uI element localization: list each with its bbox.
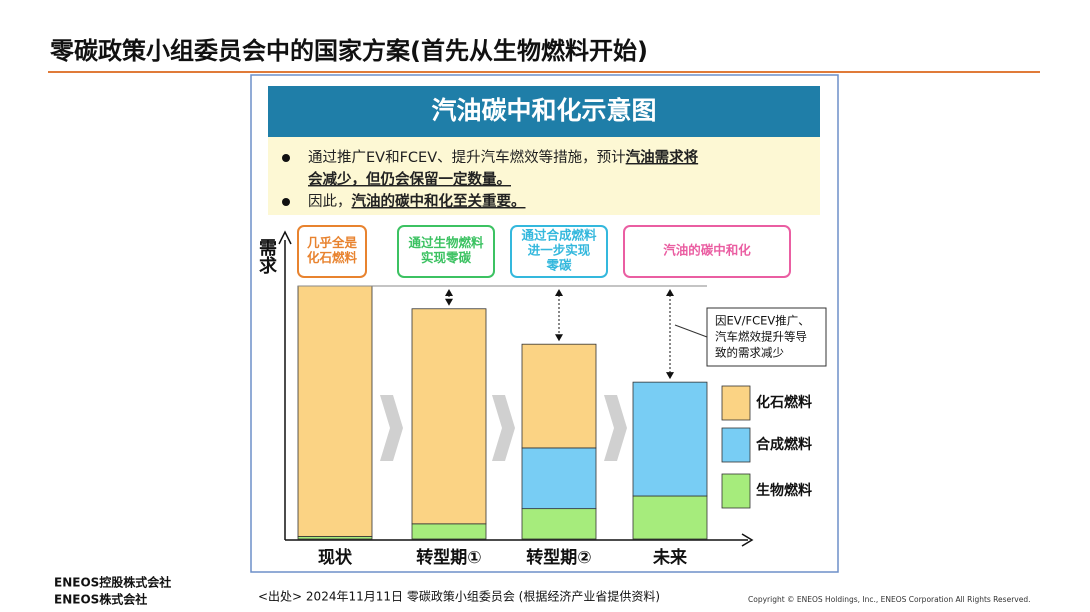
arrow-head <box>445 298 453 306</box>
footer-source: <出处> 2024年11月11日 零碳政策小组委员会 (根据经济产业省提供资料) <box>258 589 660 604</box>
x-tick-label: 转型期② <box>526 547 591 568</box>
x-tick-label: 现状 <box>318 547 353 568</box>
annotation-text: 汽车燃效提升等导 <box>715 330 807 344</box>
bullet-text: 因此，汽油的碳中和化至关重要。 <box>308 192 526 210</box>
bar-segment <box>521 508 597 540</box>
bullet-text: 会减少，但仍会保留一定数量。 <box>308 170 511 188</box>
bar-segment <box>521 343 597 449</box>
legend-label: 生物燃料 <box>756 482 812 499</box>
legend-label: 合成燃料 <box>756 436 812 453</box>
legend-swatch <box>721 385 751 421</box>
stage-box <box>623 225 791 278</box>
annotation-box <box>706 307 827 367</box>
arrow-head <box>666 372 674 380</box>
bar-segment <box>632 381 708 497</box>
bullet-dot <box>282 154 290 162</box>
arrow-head <box>555 334 563 342</box>
slide-title: 零碳政策小组委员会中的国家方案(首先从生物燃料开始) <box>49 37 648 65</box>
bullet-area <box>268 137 820 215</box>
copyright: Copyright © ENEOS Holdings, Inc., ENEOS … <box>748 595 1030 604</box>
annotation-text: 致的需求减少 <box>715 346 784 360</box>
x-axis-arrow <box>741 533 754 547</box>
stage-box <box>397 225 495 278</box>
bullet-emphasis: 汽油需求将 <box>626 148 699 166</box>
legend-swatch <box>721 473 751 509</box>
legend-swatch <box>721 427 751 463</box>
arrow-head <box>666 289 674 296</box>
stage-label: 通过合成燃料 <box>521 228 597 243</box>
bullet-part: 通过推广EV和FCEV、提升汽车燃效等措施，预计 <box>308 148 626 166</box>
annotation-leader <box>674 324 708 338</box>
bullet-dot <box>282 198 290 206</box>
chevron <box>604 395 627 461</box>
stage-label: 化石燃料 <box>307 250 358 265</box>
bar-segment <box>632 495 708 540</box>
footer-company: ENEOS株式会社 <box>54 592 147 607</box>
stage-label: 几乎全是 <box>307 235 358 250</box>
panel-banner <box>268 86 820 137</box>
stage-label: 零碳 <box>545 258 572 273</box>
stage-box <box>510 225 608 278</box>
bar-segment <box>297 285 373 537</box>
y-axis-label: 需求 <box>256 238 277 275</box>
legend-label: 化石燃料 <box>756 394 812 411</box>
footer-company: ENEOS控股株式会社 <box>54 575 171 590</box>
chevron <box>492 395 515 461</box>
chevron <box>380 395 403 461</box>
bar-segment <box>521 447 597 510</box>
panel-title: 汽油碳中和化示意图 <box>431 96 656 125</box>
bar-segment <box>411 523 487 540</box>
arrow-head <box>445 289 453 296</box>
arrow-head <box>555 289 563 296</box>
bullet-text: 通过推广EV和FCEV、提升汽车燃效等措施，预计汽油需求将 <box>308 148 699 166</box>
annotation-text: 因EV/FCEV推广、 <box>715 314 810 328</box>
x-tick-label: 未来 <box>652 547 688 568</box>
y-axis-arrow <box>278 230 292 245</box>
bar-segment <box>411 308 487 525</box>
x-tick-label: 转型期① <box>416 547 481 568</box>
stage-label: 通过生物燃料 <box>408 235 484 250</box>
bullet-part: 因此， <box>308 193 352 210</box>
bullet-emphasis: 汽油的碳中和化至关重要。 <box>352 192 526 210</box>
stage-label: 实现零碳 <box>421 250 472 265</box>
stage-box <box>297 225 367 278</box>
stage-label: 汽油的碳中和化 <box>663 243 751 258</box>
stage-label: 进一步实现 <box>528 243 591 258</box>
